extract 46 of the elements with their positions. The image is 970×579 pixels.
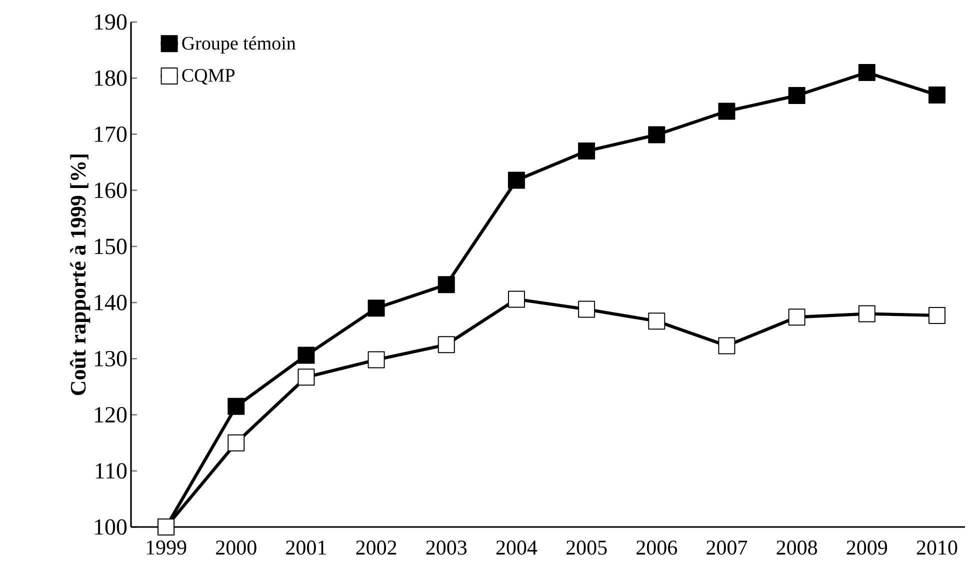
- legend-label: CQMP: [182, 68, 234, 85]
- y-tick-label: 160: [94, 182, 127, 198]
- point: [648, 312, 666, 330]
- point: [368, 351, 385, 368]
- x-tick-label: 1999: [146, 540, 186, 555]
- y-tick-label: 180: [94, 70, 127, 86]
- point: [228, 398, 245, 415]
- point: [298, 346, 315, 364]
- x-tick-label: 2006: [636, 540, 678, 555]
- x-tick-label: 2008: [776, 540, 818, 555]
- y-tick-label: 110: [96, 463, 127, 479]
- legend-label: Groupe témoin: [182, 36, 296, 54]
- x-tick-label: 2009: [846, 540, 888, 555]
- x-tick-label: 2002: [356, 540, 396, 555]
- x-tick-label: 2004: [496, 540, 538, 555]
- point: [648, 126, 666, 144]
- point: [368, 300, 385, 317]
- y-tick-label: 150: [94, 238, 127, 254]
- x-tick-label: 2007: [706, 540, 748, 555]
- point: [718, 337, 736, 354]
- point: [578, 300, 596, 318]
- point: [508, 172, 525, 189]
- point: [228, 434, 245, 452]
- x-tick-label: 2003: [426, 540, 467, 555]
- y-tick-label: 120: [94, 407, 127, 423]
- point: [578, 142, 596, 160]
- y-tick-label: 130: [94, 350, 127, 366]
- x-tick-label: 2001: [286, 540, 326, 555]
- point: [858, 64, 876, 82]
- y-tick-label: 100: [94, 519, 127, 535]
- y-tick-label: 190: [94, 14, 127, 30]
- point: [928, 86, 946, 104]
- point: [298, 368, 315, 386]
- y-tick-label: 140: [94, 294, 127, 310]
- x-tick-label: 2000: [216, 540, 256, 555]
- y-tick-label: 170: [94, 126, 127, 142]
- y-axis-title: Coût rapporté à 1999 [%]: [70, 154, 90, 396]
- point: [438, 276, 455, 294]
- x-tick-label: 2005: [566, 540, 607, 555]
- point: [788, 87, 806, 104]
- point: [508, 290, 525, 308]
- x-tick-label: 2010: [916, 540, 958, 555]
- point: [438, 336, 455, 354]
- point: [718, 102, 736, 120]
- point: [788, 308, 806, 326]
- point: [858, 305, 876, 322]
